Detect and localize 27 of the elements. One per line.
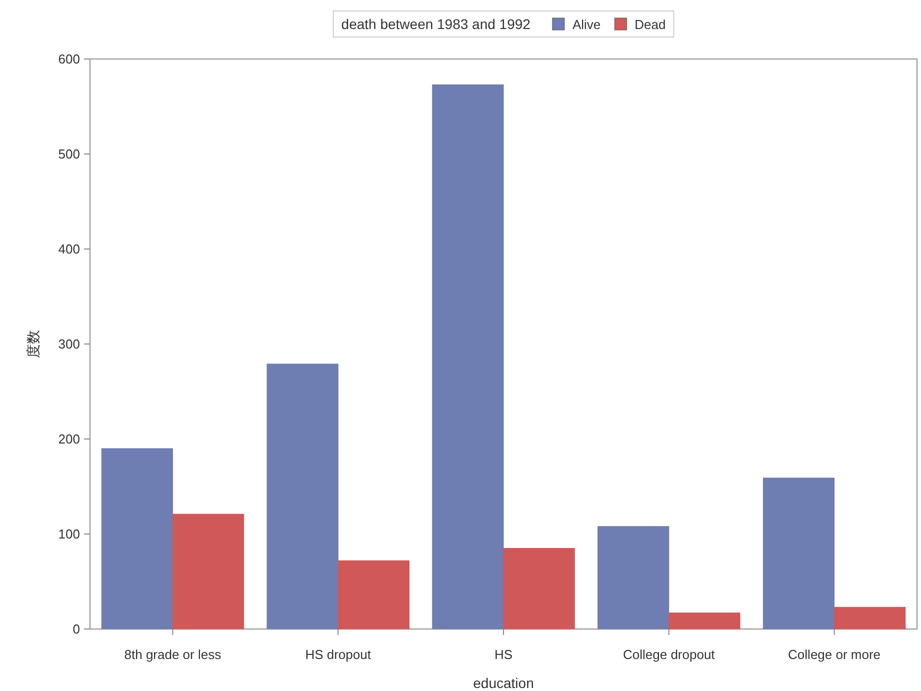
- bar: [762, 478, 835, 630]
- x-tick-label: College dropout: [623, 647, 716, 662]
- legend-label: Alive: [572, 17, 601, 32]
- bar: [338, 560, 410, 630]
- y-tick-label: 200: [58, 432, 80, 446]
- bar: [101, 448, 173, 630]
- x-tick-label: HS: [494, 647, 513, 662]
- y-axis-title: 度数: [25, 330, 41, 358]
- y-tick-label: 500: [58, 146, 80, 162]
- y-tick-label: 600: [58, 52, 80, 66]
- x-tick-label: College or more: [788, 647, 881, 662]
- bar: [432, 84, 504, 630]
- bar: [503, 548, 575, 630]
- x-tick-label: 8th grade or less: [124, 647, 222, 662]
- legend-title: death between 1983 and 1992: [341, 16, 531, 32]
- bar: [834, 606, 906, 630]
- bar: [598, 526, 670, 630]
- y-tick-label: 100: [58, 526, 80, 542]
- bar: [172, 514, 244, 630]
- y-tick-label: 0: [72, 622, 80, 636]
- bar: [668, 612, 740, 630]
- x-axis-title: education: [473, 675, 534, 691]
- y-tick-label: 300: [58, 336, 80, 352]
- legend-label: Dead: [634, 17, 666, 32]
- y-tick-label: 400: [58, 242, 80, 256]
- bar: [266, 364, 338, 630]
- x-tick-label: HS dropout: [305, 647, 372, 662]
